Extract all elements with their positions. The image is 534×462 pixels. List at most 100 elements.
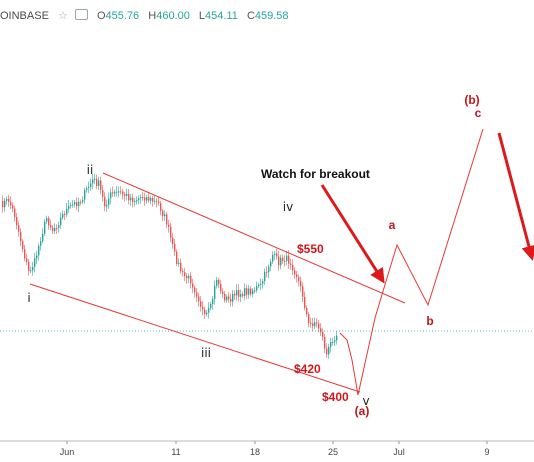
candle-body [20, 231, 22, 242]
candle-body [10, 201, 12, 206]
candle-body [118, 191, 120, 193]
ohlc-legend: OINBASE ☆ O455.76 H460.00 L454.11 C459.5… [0, 9, 295, 22]
candle-body [128, 193, 130, 201]
candle-body [68, 205, 70, 209]
candle-body [282, 257, 284, 261]
candle-body [286, 255, 288, 262]
open-value: 455.76 [105, 10, 140, 22]
candle-body [6, 198, 8, 201]
candle-body [298, 277, 300, 282]
x-tick-label: 18 [250, 447, 260, 457]
candle-body [48, 218, 50, 226]
candle-body [36, 255, 38, 259]
candle-body [326, 348, 328, 355]
candle-body [98, 180, 100, 186]
candle-body [16, 217, 18, 226]
candle-body [250, 288, 252, 295]
candle-body [162, 210, 164, 217]
candle-body [222, 291, 224, 294]
down-arrow[interactable] [497, 132, 534, 261]
candle-body [114, 191, 116, 194]
breakout-arrow[interactable] [320, 184, 385, 284]
candle-body [302, 286, 304, 297]
candle-body [140, 197, 142, 199]
candle-body [54, 227, 56, 232]
wave-label-a: a [389, 218, 396, 232]
candle-body [272, 254, 274, 262]
candle-body [262, 281, 264, 284]
x-tick-label: 25 [328, 447, 338, 457]
candle-body [308, 314, 310, 323]
candle-body [42, 233, 44, 242]
favorite-star-icon[interactable]: ☆ [57, 10, 68, 22]
candle-body [60, 217, 62, 226]
candle-body [160, 203, 162, 211]
candle-body [56, 227, 58, 229]
candle-body [40, 241, 42, 246]
candle-body [202, 306, 204, 310]
candle-body [64, 214, 66, 216]
candle-body [78, 201, 80, 206]
candle-body [186, 275, 188, 279]
candle-body [172, 237, 174, 244]
candle-body [58, 225, 60, 228]
candle-body [74, 202, 76, 205]
wave-label-a-paren: (a) [355, 404, 370, 418]
candle-body [28, 261, 30, 271]
candle-body [144, 197, 146, 201]
wave-label-c: c [475, 106, 482, 120]
candle-body [156, 200, 158, 202]
x-tick-label: 9 [484, 447, 489, 457]
candle-body [304, 296, 306, 309]
candle-body [146, 197, 148, 201]
wave-label-b: b [426, 314, 433, 328]
high-value: 460.00 [156, 10, 190, 22]
candle-body [92, 179, 94, 184]
candle-body [268, 266, 270, 273]
candle-body [208, 307, 210, 313]
candle-body [206, 312, 208, 315]
candle-body [112, 192, 114, 194]
candle-body [84, 189, 86, 200]
candle-body [260, 283, 262, 285]
channel-upper-line[interactable] [102, 172, 406, 304]
candle-body [12, 205, 14, 209]
candle-body [244, 288, 246, 296]
candle-body [324, 337, 326, 349]
candle-body [320, 328, 322, 332]
candle-body [246, 288, 248, 295]
candle-body [214, 285, 216, 299]
candle-body [236, 290, 238, 296]
candle-body [124, 194, 126, 196]
candle-body [318, 323, 320, 329]
candle-body [276, 253, 278, 257]
candles [2, 173, 338, 359]
candle-body [70, 205, 72, 207]
candle-body [82, 199, 84, 202]
candle-body [174, 243, 176, 252]
candle-body [182, 271, 184, 273]
projection-path[interactable] [339, 128, 484, 396]
channel-lower-line[interactable] [29, 283, 361, 393]
candle-body [38, 245, 40, 256]
wave-label-iv: iv [283, 200, 293, 214]
wave-label-b-paren: (b) [464, 93, 479, 107]
candle-body [164, 214, 166, 217]
candle-body [194, 287, 196, 293]
high-label: H [148, 10, 157, 22]
candle-body [108, 198, 110, 206]
x-tick-label: Jun [60, 447, 75, 457]
candle-body [86, 188, 88, 190]
candle-body [34, 258, 36, 267]
visibility-toggle-icon[interactable] [74, 9, 88, 20]
candle-body [292, 264, 294, 271]
candle-body [204, 309, 206, 315]
candle-body [310, 322, 312, 324]
candle-body [184, 272, 186, 276]
candle-body [192, 283, 194, 288]
candle-body [196, 292, 198, 297]
candle-body [8, 198, 10, 202]
candle-body [24, 249, 26, 259]
